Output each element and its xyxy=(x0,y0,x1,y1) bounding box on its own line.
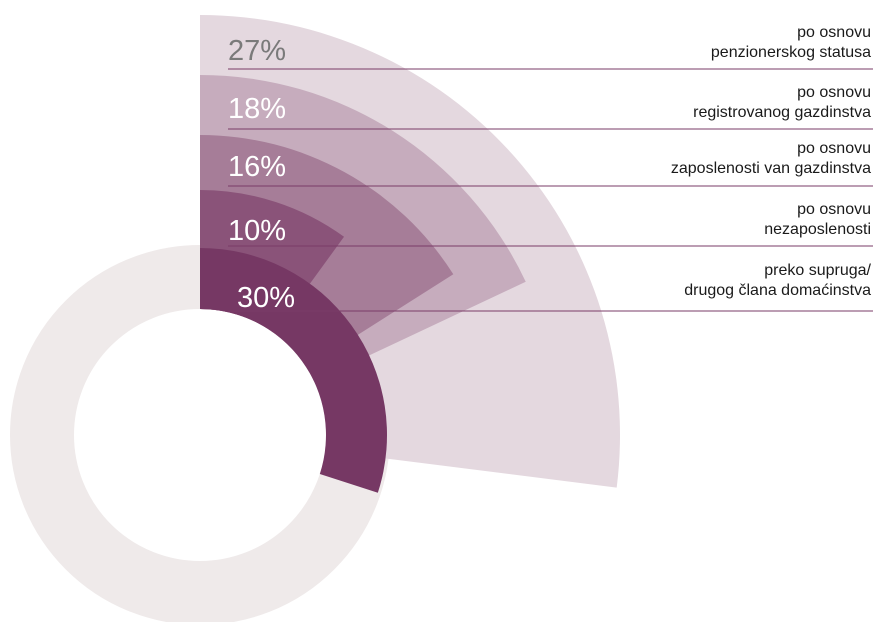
value-label-2: 18% xyxy=(228,93,286,125)
value-label-1: 27% xyxy=(228,35,286,67)
category-label-4-line-1: po osnovu xyxy=(797,201,871,218)
sector-5 xyxy=(200,248,388,493)
category-label-4-line-2: nezaposlenosti xyxy=(764,221,871,238)
category-label-3-line-2: zaposlenosti van gazdinstva xyxy=(671,160,871,177)
category-label-3-line-1: po osnovu xyxy=(797,140,871,157)
category-label-2-line-2: registrovanog gazdinstva xyxy=(693,104,871,121)
value-label-5: 30% xyxy=(237,282,295,314)
chart-labels: 27% po osnovu penzionerskog statusa 18% po o… xyxy=(228,24,873,314)
category-label-1-line-2: penzionerskog statusa xyxy=(711,44,871,61)
category-label-5-line-1: preko supruga/ xyxy=(764,262,871,279)
category-label-5-line-2: drugog člana domaćinstva xyxy=(684,282,871,299)
chart-sectors xyxy=(10,15,621,622)
category-label-2-line-1: po osnovu xyxy=(797,84,871,101)
category-label-1-line-1: po osnovu xyxy=(797,24,871,41)
value-label-4: 10% xyxy=(228,215,286,247)
value-label-3: 16% xyxy=(228,151,286,183)
